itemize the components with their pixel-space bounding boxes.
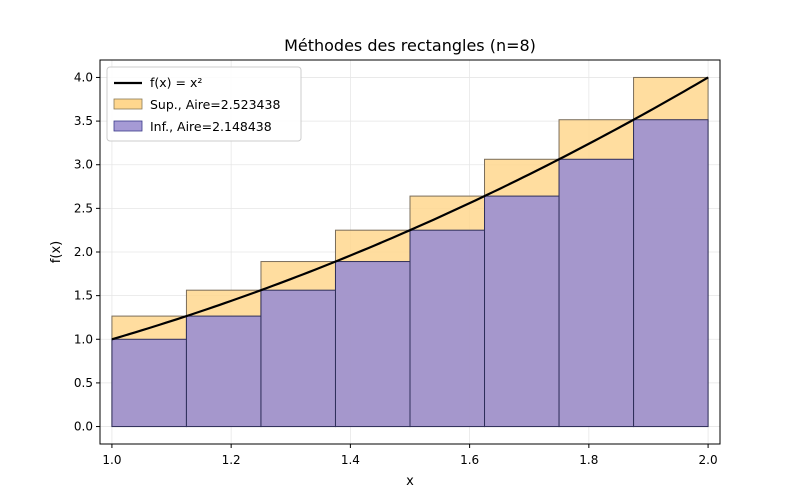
legend-curve-label: f(x) = x² xyxy=(150,75,202,90)
y-tick-label: 2.5 xyxy=(74,201,93,215)
y-axis-label: f(x) xyxy=(49,241,64,263)
lower-rectangle xyxy=(260,289,336,428)
chart-title: Méthodes des rectangles (n=8) xyxy=(284,36,536,55)
legend-box xyxy=(106,66,302,142)
y-tick-label: 1.5 xyxy=(74,289,93,303)
lower-rectangle xyxy=(185,315,262,428)
lower-rectangle xyxy=(484,195,560,428)
y-tick-label: 4.0 xyxy=(74,70,93,84)
x-tick-label: 1.2 xyxy=(222,453,241,467)
legend-sup-label: Sup., Aire=2.523438 xyxy=(150,97,280,112)
legend-sup-swatch xyxy=(113,98,143,110)
x-tick-label: 1.4 xyxy=(341,453,360,467)
function-curve xyxy=(111,76,709,341)
lower-rectangle xyxy=(633,119,709,428)
lower-sum-rectangles xyxy=(111,119,709,428)
lower-rectangle xyxy=(111,338,187,428)
y-tick-label: 1.0 xyxy=(74,332,93,346)
x-axis-ticks: 1.0 1.2 1.4 1.6 1.8 2.0 xyxy=(102,444,718,467)
x-tick-label: 1.0 xyxy=(102,453,121,467)
y-tick-label: 0.0 xyxy=(74,420,93,434)
y-tick-label: 3.5 xyxy=(74,114,93,128)
x-tick-label: 1.8 xyxy=(579,453,598,467)
y-tick-label: 0.5 xyxy=(74,376,93,390)
lower-rectangle xyxy=(409,229,486,428)
lower-rectangle xyxy=(558,158,635,428)
legend-inf-label: Inf., Aire=2.148438 xyxy=(150,119,272,134)
lower-rectangle xyxy=(334,261,411,428)
x-tick-label: 2.0 xyxy=(699,453,718,467)
y-tick-label: 3.0 xyxy=(74,158,93,172)
x-axis-label: x xyxy=(406,474,414,489)
legend-inf-swatch xyxy=(113,120,143,132)
y-axis-ticks: 0.0 0.5 1.0 1.5 2.0 2.5 3.0 3.5 4.0 xyxy=(74,70,100,434)
legend: f(x) = x² Sup., Aire=2.523438 Inf., Aire… xyxy=(106,66,302,142)
y-tick-label: 2.0 xyxy=(74,245,93,259)
x-tick-label: 1.6 xyxy=(460,453,479,467)
